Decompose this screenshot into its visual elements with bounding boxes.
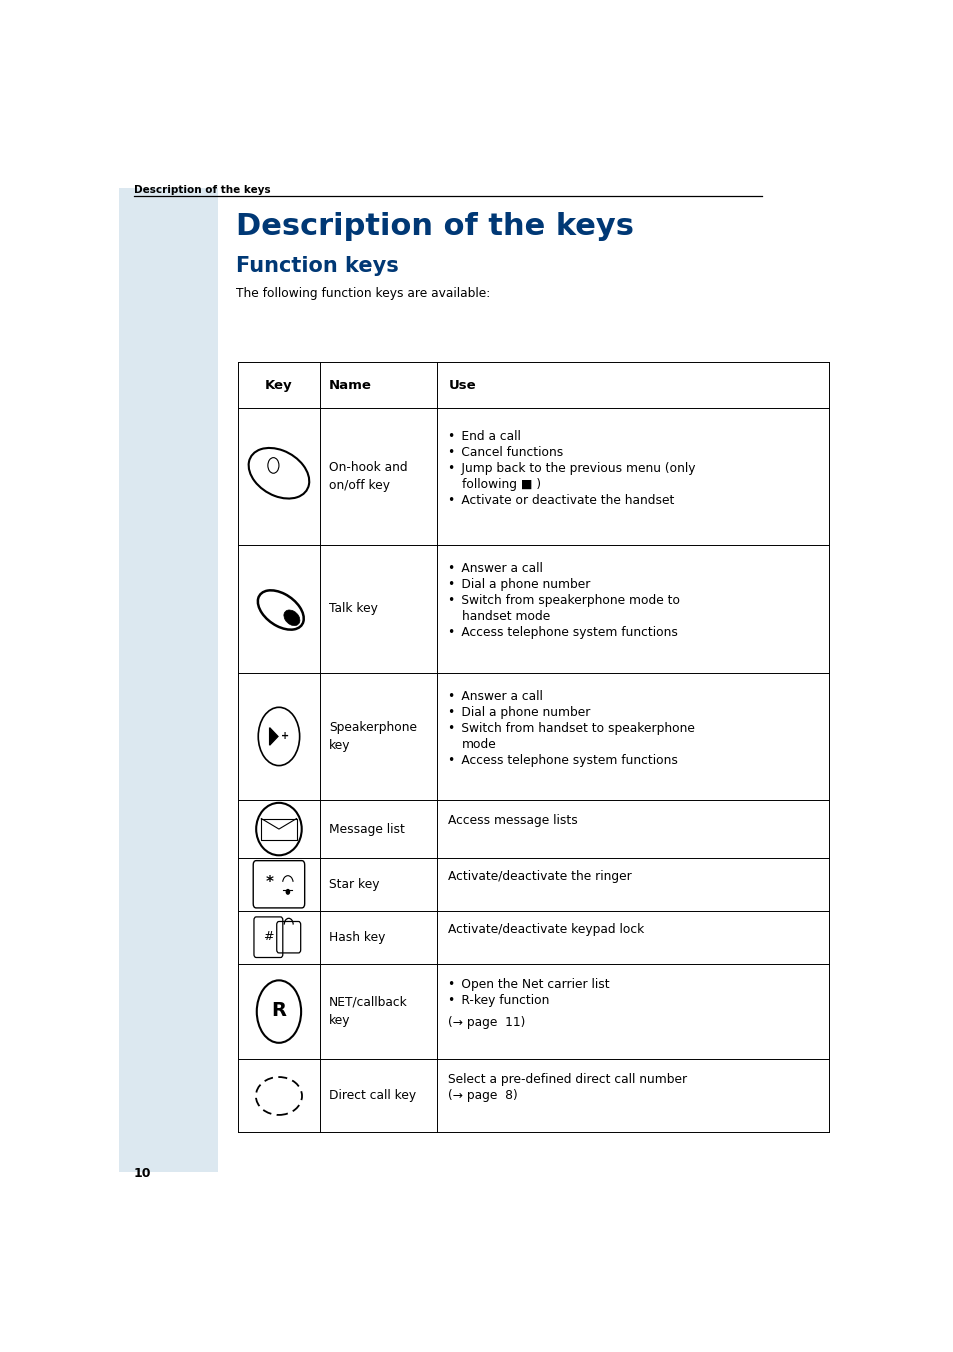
Text: Activate/deactivate keypad lock: Activate/deactivate keypad lock — [447, 922, 643, 936]
Text: key: key — [329, 1014, 351, 1028]
Text: #: # — [262, 930, 273, 942]
Text: • Activate or deactivate the handset: • Activate or deactivate the handset — [447, 493, 673, 507]
Text: • R-key function: • R-key function — [447, 994, 548, 1007]
Text: (→ page  11): (→ page 11) — [447, 1017, 524, 1029]
Text: Activate/deactivate the ringer: Activate/deactivate the ringer — [447, 869, 631, 883]
Text: NET/callback: NET/callback — [329, 996, 408, 1009]
Text: Direct call key: Direct call key — [329, 1090, 416, 1102]
Text: 10: 10 — [133, 1167, 152, 1180]
Text: On-hook and: On-hook and — [329, 461, 408, 473]
Text: • Answer a call: • Answer a call — [447, 690, 542, 703]
Text: Talk key: Talk key — [329, 602, 377, 615]
Text: • Open the Net carrier list: • Open the Net carrier list — [447, 977, 609, 991]
Text: • End a call: • End a call — [447, 430, 519, 442]
Text: *: * — [266, 875, 274, 890]
Text: • Jump back to the previous menu (only: • Jump back to the previous menu (only — [447, 462, 695, 475]
Text: Speakerphone: Speakerphone — [329, 721, 416, 734]
Text: following ■ ): following ■ ) — [462, 479, 541, 491]
Text: Use: Use — [448, 379, 476, 392]
Text: • Access telephone system functions: • Access telephone system functions — [447, 754, 677, 767]
Text: mode: mode — [462, 738, 497, 750]
Text: Description of the keys: Description of the keys — [235, 212, 634, 241]
Text: +: + — [281, 731, 289, 741]
FancyBboxPatch shape — [119, 188, 217, 1172]
Text: Name: Name — [329, 379, 372, 392]
Text: R: R — [272, 1000, 286, 1019]
Text: Access message lists: Access message lists — [447, 814, 577, 827]
Text: • Answer a call: • Answer a call — [447, 562, 542, 575]
Text: Description of the keys: Description of the keys — [133, 185, 271, 195]
Text: Function keys: Function keys — [235, 256, 398, 276]
Text: on/off key: on/off key — [329, 479, 390, 492]
Circle shape — [286, 890, 289, 894]
Text: Star key: Star key — [329, 877, 379, 891]
Text: • Switch from handset to speakerphone: • Switch from handset to speakerphone — [447, 722, 694, 735]
Text: • Dial a phone number: • Dial a phone number — [447, 579, 589, 591]
Text: The following function keys are available:: The following function keys are availabl… — [235, 287, 490, 300]
Text: • Dial a phone number: • Dial a phone number — [447, 706, 589, 719]
Text: • Access telephone system functions: • Access telephone system functions — [447, 626, 677, 639]
Polygon shape — [270, 727, 277, 745]
Text: Select a pre-defined direct call number: Select a pre-defined direct call number — [447, 1073, 686, 1087]
Text: • Switch from speakerphone mode to: • Switch from speakerphone mode to — [447, 594, 679, 607]
Text: Message list: Message list — [329, 822, 405, 836]
Ellipse shape — [284, 610, 299, 626]
Text: Key: Key — [265, 379, 293, 392]
Text: Hash key: Hash key — [329, 930, 385, 944]
Text: handset mode: handset mode — [462, 610, 550, 623]
Text: • Cancel functions: • Cancel functions — [447, 446, 562, 458]
Text: (→ page  8): (→ page 8) — [447, 1090, 517, 1102]
Text: key: key — [329, 740, 351, 752]
